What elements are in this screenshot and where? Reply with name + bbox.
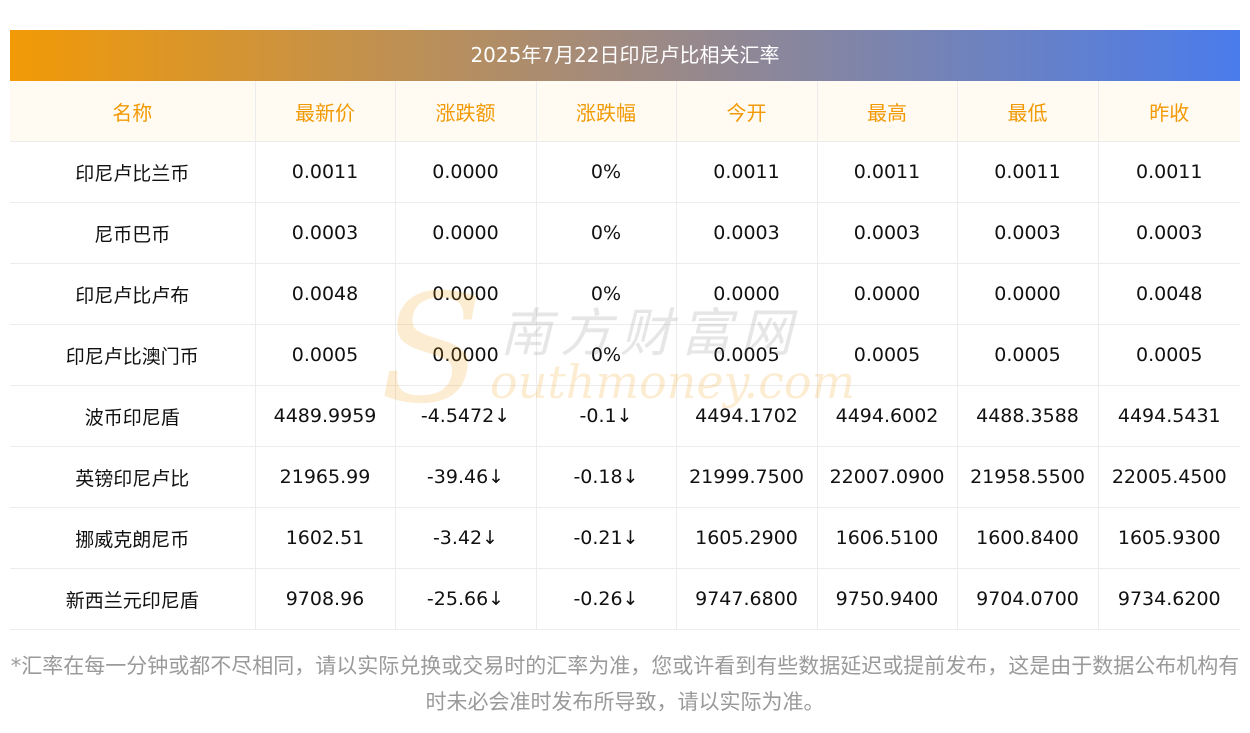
cell-low: 0.0005: [957, 324, 1099, 386]
cell-change-pct: -0.18↓: [536, 446, 677, 508]
cell-low: 0.0000: [957, 263, 1099, 325]
cell-low: 4488.3588: [957, 385, 1099, 447]
cell-name: 新西兰元印尼盾: [10, 568, 256, 630]
cell-low: 0.0003: [957, 202, 1099, 264]
cell-name: 印尼卢比兰币: [10, 141, 256, 203]
cell-name: 波币印尼盾: [10, 385, 256, 447]
header-open: 今开: [676, 81, 818, 142]
cell-high: 0.0000: [817, 263, 958, 325]
cell-high: 0.0011: [817, 141, 958, 203]
cell-name: 印尼卢比卢布: [10, 263, 256, 325]
cell-change: 0.0000: [395, 202, 537, 264]
table-row: 英镑印尼卢比 21965.99 -39.46↓ -0.18↓ 21999.750…: [10, 446, 1240, 508]
cell-latest: 9708.96: [255, 568, 396, 630]
cell-low: 21958.5500: [957, 446, 1099, 508]
cell-open: 0.0011: [676, 141, 818, 203]
cell-prev-close: 0.0048: [1098, 263, 1240, 325]
cell-high: 22007.0900: [817, 446, 958, 508]
cell-low: 0.0011: [957, 141, 1099, 203]
cell-change-pct: 0%: [536, 263, 677, 325]
cell-latest: 0.0011: [255, 141, 396, 203]
cell-open: 1605.2900: [676, 507, 818, 569]
cell-latest: 4489.9959: [255, 385, 396, 447]
cell-change: -3.42↓: [395, 507, 537, 569]
cell-prev-close: 9734.6200: [1098, 568, 1240, 630]
cell-open: 21999.7500: [676, 446, 818, 508]
cell-change-pct: 0%: [536, 141, 677, 203]
cell-latest: 1602.51: [255, 507, 396, 569]
cell-latest: 0.0005: [255, 324, 396, 386]
cell-prev-close: 0.0011: [1098, 141, 1240, 203]
cell-low: 9704.0700: [957, 568, 1099, 630]
cell-change-pct: -0.21↓: [536, 507, 677, 569]
disclaimer-footnote: *汇率在每一分钟或都不尽相同，请以实际兑换或交易时的汇率为准，您或许看到有些数据…: [10, 654, 1240, 714]
cell-low: 1600.8400: [957, 507, 1099, 569]
cell-open: 0.0000: [676, 263, 818, 325]
header-change-pct: 涨跌幅: [536, 81, 677, 142]
header-latest: 最新价: [255, 81, 396, 142]
cell-open: 0.0005: [676, 324, 818, 386]
cell-change: -25.66↓: [395, 568, 537, 630]
cell-high: 4494.6002: [817, 385, 958, 447]
cell-change-pct: -0.26↓: [536, 568, 677, 630]
rates-table: 名称 最新价 涨跌额 涨跌幅 今开 最高 最低 昨收 印尼卢比兰币 0.0011…: [10, 81, 1240, 630]
cell-open: 0.0003: [676, 202, 818, 264]
header-change: 涨跌额: [395, 81, 537, 142]
table-row: 印尼卢比卢布 0.0048 0.0000 0% 0.0000 0.0000 0.…: [10, 263, 1240, 325]
cell-change-pct: 0%: [536, 202, 677, 264]
cell-open: 9747.6800: [676, 568, 818, 630]
cell-latest: 21965.99: [255, 446, 396, 508]
cell-high: 0.0005: [817, 324, 958, 386]
header-high: 最高: [817, 81, 958, 142]
cell-high: 0.0003: [817, 202, 958, 264]
cell-change: 0.0000: [395, 141, 537, 203]
cell-name: 尼币巴币: [10, 202, 256, 264]
cell-name: 英镑印尼卢比: [10, 446, 256, 508]
cell-change: 0.0000: [395, 263, 537, 325]
table-row: 印尼卢比澳门币 0.0005 0.0000 0% 0.0005 0.0005 0…: [10, 324, 1240, 386]
cell-change-pct: 0%: [536, 324, 677, 386]
table-row: 印尼卢比兰币 0.0011 0.0000 0% 0.0011 0.0011 0.…: [10, 141, 1240, 203]
header-prev-close: 昨收: [1098, 81, 1240, 142]
table-row: 波币印尼盾 4489.9959 -4.5472↓ -0.1↓ 4494.1702…: [10, 385, 1240, 447]
table-row: 挪威克朗尼币 1602.51 -3.42↓ -0.21↓ 1605.2900 1…: [10, 507, 1240, 569]
cell-high: 9750.9400: [817, 568, 958, 630]
cell-prev-close: 1605.9300: [1098, 507, 1240, 569]
cell-latest: 0.0003: [255, 202, 396, 264]
cell-change: -4.5472↓: [395, 385, 537, 447]
header-name: 名称: [10, 81, 256, 142]
cell-name: 挪威克朗尼币: [10, 507, 256, 569]
cell-latest: 0.0048: [255, 263, 396, 325]
table-row: 尼币巴币 0.0003 0.0000 0% 0.0003 0.0003 0.00…: [10, 202, 1240, 264]
cell-high: 1606.5100: [817, 507, 958, 569]
cell-change: 0.0000: [395, 324, 537, 386]
cell-prev-close: 0.0005: [1098, 324, 1240, 386]
cell-name: 印尼卢比澳门币: [10, 324, 256, 386]
header-low: 最低: [957, 81, 1099, 142]
table-header-row: 名称 最新价 涨跌额 涨跌幅 今开 最高 最低 昨收: [10, 81, 1240, 142]
page-title: 2025年7月22日印尼卢比相关汇率: [10, 30, 1240, 81]
cell-prev-close: 4494.5431: [1098, 385, 1240, 447]
table-row: 新西兰元印尼盾 9708.96 -25.66↓ -0.26↓ 9747.6800…: [10, 568, 1240, 630]
cell-open: 4494.1702: [676, 385, 818, 447]
cell-prev-close: 22005.4500: [1098, 446, 1240, 508]
cell-change-pct: -0.1↓: [536, 385, 677, 447]
cell-change: -39.46↓: [395, 446, 537, 508]
cell-prev-close: 0.0003: [1098, 202, 1240, 264]
